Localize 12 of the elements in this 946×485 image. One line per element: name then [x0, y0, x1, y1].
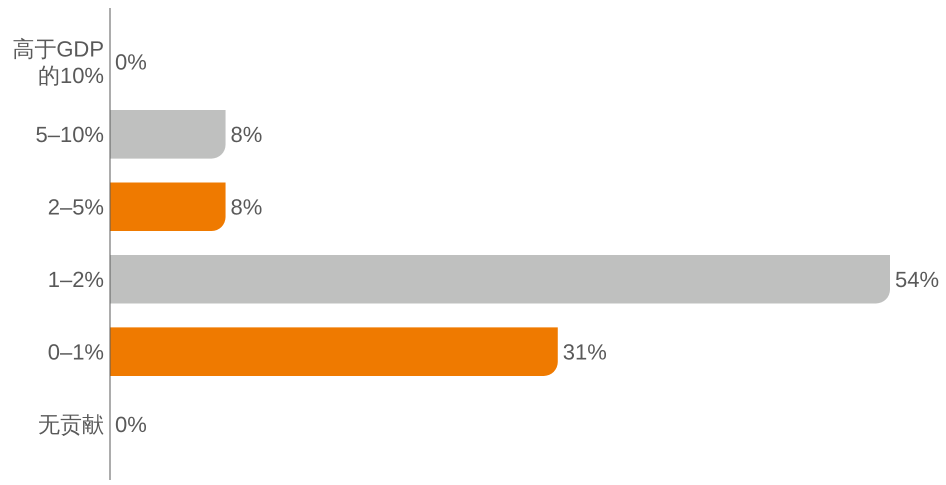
- y-tick-label: 高于GDP的10%: [12, 36, 104, 88]
- data-label: 0%: [115, 412, 147, 437]
- y-tick-label: 1–2%: [48, 266, 104, 292]
- data-label: 8%: [230, 194, 262, 220]
- data-label: 54%: [895, 266, 940, 292]
- data-label: 8%: [230, 122, 262, 148]
- y-tick-label: 2–5%: [48, 194, 104, 220]
- data-label: 0%: [115, 50, 147, 75]
- data-label: 31%: [562, 339, 607, 364]
- y-tick-label: 0–1%: [48, 339, 104, 364]
- y-tick-label: 无贡献: [38, 412, 104, 437]
- y-tick-label: 5–10%: [35, 122, 104, 148]
